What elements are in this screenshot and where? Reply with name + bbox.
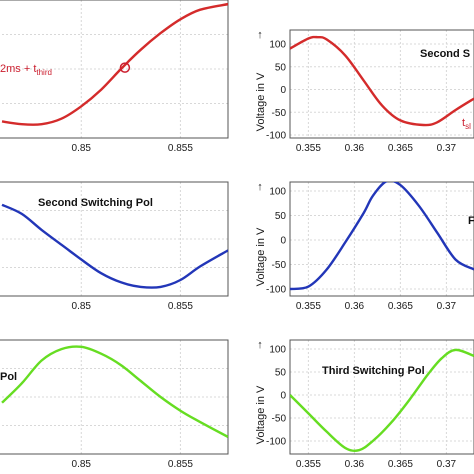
- top-right-t-sub: sl: [465, 122, 471, 131]
- panel-frame: [0, 0, 229, 139]
- y-tick-label: 50: [275, 368, 287, 379]
- x-tick-label: 0.85: [72, 459, 92, 470]
- x-tick-label: 0.85: [72, 301, 92, 312]
- panel-0-axes: 0.85 0.855: [0, 0, 229, 154]
- y-tick-label: -50: [272, 414, 287, 425]
- top-right-t-annotation: tsl: [462, 117, 471, 131]
- panel-frame: [289, 181, 474, 297]
- y-tick-label: -100: [266, 131, 286, 142]
- up-arrow-icon: ↑: [257, 339, 263, 351]
- y-tick-label: 0: [280, 236, 286, 247]
- x-tick-label: 0.365: [388, 143, 413, 154]
- top-right-annotation: Second S: [420, 48, 470, 60]
- bottom-left-annotation: Pol: [0, 371, 17, 383]
- series-line: [290, 182, 474, 291]
- top-left-annotation-sub: third: [36, 68, 52, 77]
- panel-bottom-left: 0.85 0.855 Pol: [0, 339, 229, 470]
- y-tick-label: 50: [275, 211, 287, 222]
- x-tick-label: 0.355: [296, 301, 321, 312]
- panel-2-axes: 0.85 0.855: [0, 181, 229, 312]
- series-line: [1, 2, 228, 126]
- up-arrow-icon: ↑: [257, 181, 263, 193]
- panel-4-axes: 0.85 0.855: [0, 339, 229, 470]
- y-tick-label: -50: [272, 108, 287, 119]
- panel-frame: [289, 29, 474, 139]
- panel-frame: [0, 181, 229, 297]
- x-tick-label: 0.37: [437, 301, 457, 312]
- marker-circle: [119, 62, 131, 73]
- top-left-annotation: 2ms + tthird: [0, 63, 52, 77]
- y-tick-label: -100: [266, 437, 286, 448]
- x-tick-label: 0.36: [345, 301, 365, 312]
- x-tick-label: 0.355: [296, 143, 321, 154]
- x-tick-label: 0.365: [388, 459, 413, 470]
- y-tick-label: 0: [280, 391, 286, 402]
- panel-middle-left: 0.85 0.855 Second Switching Pol: [0, 181, 229, 312]
- top-left-annotation-main: 2ms + t: [0, 63, 36, 75]
- y-tick-label: 50: [275, 62, 287, 73]
- series-line: [290, 35, 474, 127]
- x-tick-label: 0.855: [168, 301, 193, 312]
- panel-frame: [289, 339, 474, 455]
- series-line: [1, 345, 228, 438]
- y-axis-label: Voltage in V: [255, 227, 267, 286]
- up-arrow-icon: ↑: [257, 29, 263, 41]
- x-tick-label: 0.37: [437, 143, 457, 154]
- x-tick-label: 0.36: [345, 459, 365, 470]
- panel-top-left: 0.85 0.855 2ms + tthird: [0, 0, 229, 154]
- y-axis-label: Voltage in V: [255, 72, 267, 131]
- middle-right-annotation: F: [468, 215, 474, 227]
- top-right-t-main: t: [462, 117, 465, 129]
- y-tick-label: 100: [269, 345, 286, 356]
- y-tick-label: -50: [272, 260, 287, 271]
- x-tick-label: 0.37: [437, 459, 457, 470]
- x-tick-label: 0.855: [168, 459, 193, 470]
- middle-left-annotation: Second Switching Pol: [38, 197, 153, 209]
- x-tick-label: 0.855: [168, 143, 193, 154]
- y-tick-label: 100: [269, 187, 286, 198]
- y-tick-label: 0: [280, 85, 286, 96]
- x-tick-label: 0.365: [388, 301, 413, 312]
- x-tick-label: 0.355: [296, 459, 321, 470]
- y-tick-label: -100: [266, 285, 286, 296]
- y-axis-label: Voltage in V: [255, 385, 267, 444]
- bottom-right-annotation: Third Switching Pol: [322, 365, 425, 377]
- x-tick-label: 0.85: [72, 143, 92, 154]
- x-tick-label: 0.36: [345, 143, 365, 154]
- y-tick-label: 100: [269, 40, 286, 51]
- series-line: [290, 348, 474, 452]
- series-line: [1, 203, 228, 289]
- panel-frame: [0, 339, 229, 455]
